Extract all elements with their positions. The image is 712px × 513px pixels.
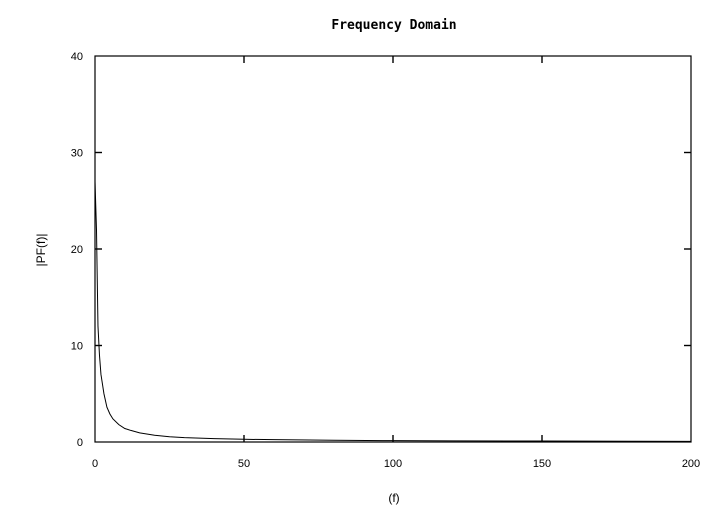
y-axis-label: |PF(f)| — [34, 234, 48, 267]
y-tick-label: 30 — [71, 148, 83, 160]
y-tick-label: 20 — [71, 244, 83, 256]
tick-marks — [95, 56, 691, 442]
y-tick-label: 0 — [77, 437, 83, 449]
x-tick-label: 100 — [384, 458, 402, 470]
y-tick-label: 40 — [71, 51, 83, 63]
x-tick-label: 200 — [682, 458, 700, 470]
x-tick-label: 0 — [92, 458, 98, 470]
tick-labels: 0 50 100 150 200 0 10 20 30 40 — [71, 51, 700, 470]
plot-frame — [94, 55, 692, 443]
y-tick-label: 10 — [71, 341, 83, 353]
x-tick-label: 150 — [533, 458, 551, 470]
x-axis-label: (f) — [388, 491, 399, 505]
series-line — [94, 181, 692, 442]
chart-title: Frequency Domain — [331, 18, 456, 33]
x-tick-label: 50 — [238, 458, 250, 470]
